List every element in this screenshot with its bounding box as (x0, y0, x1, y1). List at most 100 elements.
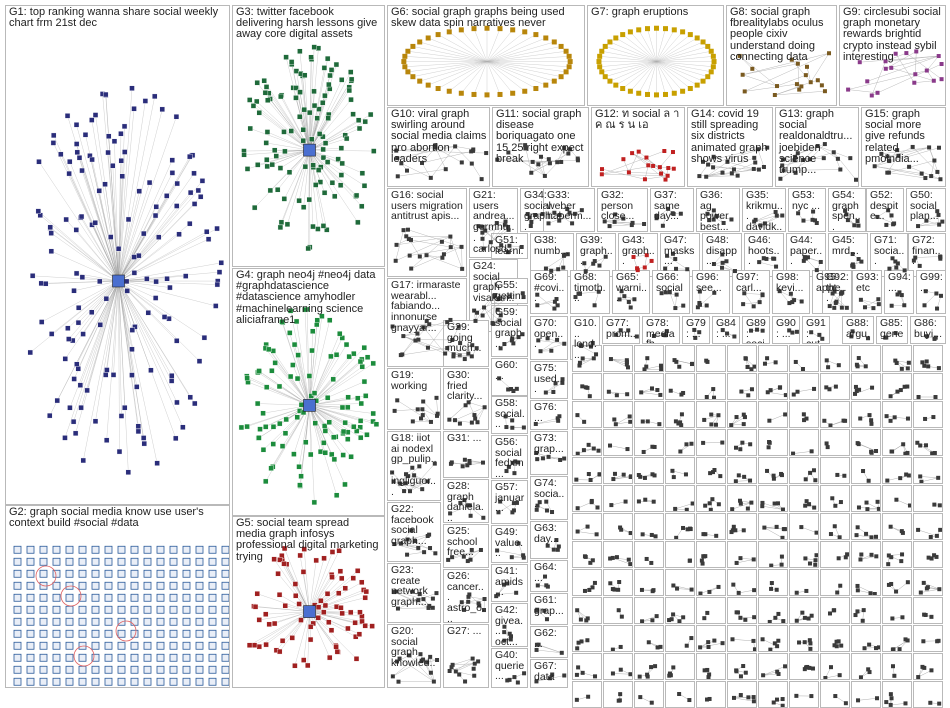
node (679, 212, 683, 216)
node (105, 654, 112, 661)
node (832, 150, 836, 154)
small-group-box (696, 513, 726, 540)
node (148, 368, 153, 373)
node (567, 54, 572, 59)
node (613, 212, 617, 216)
node (681, 526, 685, 530)
group-graph (388, 6, 585, 106)
node (289, 129, 294, 134)
group-graph (697, 189, 740, 232)
node (204, 229, 209, 234)
node (282, 196, 287, 201)
node (53, 570, 60, 577)
node (301, 205, 306, 210)
node (297, 601, 302, 606)
node (663, 178, 667, 182)
node (604, 255, 608, 259)
node (413, 539, 417, 543)
node (371, 411, 376, 416)
node (735, 561, 739, 565)
node (341, 453, 346, 458)
node (104, 296, 109, 301)
node (919, 591, 923, 595)
node (434, 396, 438, 400)
node (651, 164, 655, 168)
node (280, 638, 285, 643)
node (807, 617, 811, 621)
node (481, 313, 485, 317)
group-graph (883, 486, 912, 512)
node (105, 594, 112, 601)
group-graph (883, 458, 912, 484)
node (263, 90, 268, 95)
node (734, 446, 738, 450)
node (200, 178, 205, 183)
edge (65, 281, 119, 438)
node (292, 663, 297, 668)
node (800, 611, 804, 615)
node (709, 413, 713, 417)
node (937, 366, 941, 370)
small-group-box (913, 681, 943, 708)
edge (834, 152, 841, 169)
node (820, 337, 824, 341)
node (482, 608, 486, 612)
node (642, 450, 646, 454)
node (911, 145, 915, 149)
small-group-box (634, 541, 664, 568)
node (215, 282, 220, 287)
node (363, 623, 368, 628)
edge (487, 30, 513, 62)
small-group-box (603, 681, 633, 708)
node (705, 668, 709, 672)
edge (714, 264, 735, 271)
group-graph (759, 654, 788, 680)
node (591, 262, 595, 266)
group-graph (666, 402, 695, 428)
node (328, 354, 333, 359)
node (628, 562, 632, 566)
node (248, 126, 253, 131)
edge (487, 62, 566, 72)
node (74, 141, 79, 146)
node (426, 346, 430, 350)
node (471, 657, 475, 661)
small-group-box (851, 569, 881, 596)
node (316, 168, 321, 173)
group-box-g65: G65: warni... (612, 270, 650, 314)
small-group-box (758, 401, 788, 428)
node (906, 366, 910, 370)
group-box-g23: G23: create network graph... (387, 563, 441, 623)
node (712, 59, 717, 64)
small-group-box (634, 373, 664, 400)
small-group-box (665, 541, 695, 568)
small-group-box (727, 373, 757, 400)
node (780, 214, 784, 218)
node (795, 330, 799, 334)
node (187, 154, 192, 159)
edge (498, 593, 516, 595)
small-group-box (820, 625, 850, 652)
node (568, 59, 573, 64)
edge (764, 528, 783, 529)
node (830, 496, 834, 500)
node (542, 609, 546, 613)
group-graph (914, 598, 943, 624)
node (55, 398, 60, 403)
hub-node (304, 606, 316, 618)
node (328, 73, 333, 78)
edge (639, 30, 657, 62)
node (741, 302, 745, 306)
node (332, 194, 337, 199)
node (433, 462, 437, 466)
group-graph (790, 570, 819, 596)
edge (623, 35, 657, 62)
group-box-g52: G52: despite... (866, 188, 904, 232)
node (521, 291, 525, 295)
node (724, 259, 728, 263)
node (393, 409, 397, 413)
node (790, 58, 794, 62)
edge (641, 392, 660, 395)
node (858, 417, 862, 421)
node (743, 89, 747, 93)
